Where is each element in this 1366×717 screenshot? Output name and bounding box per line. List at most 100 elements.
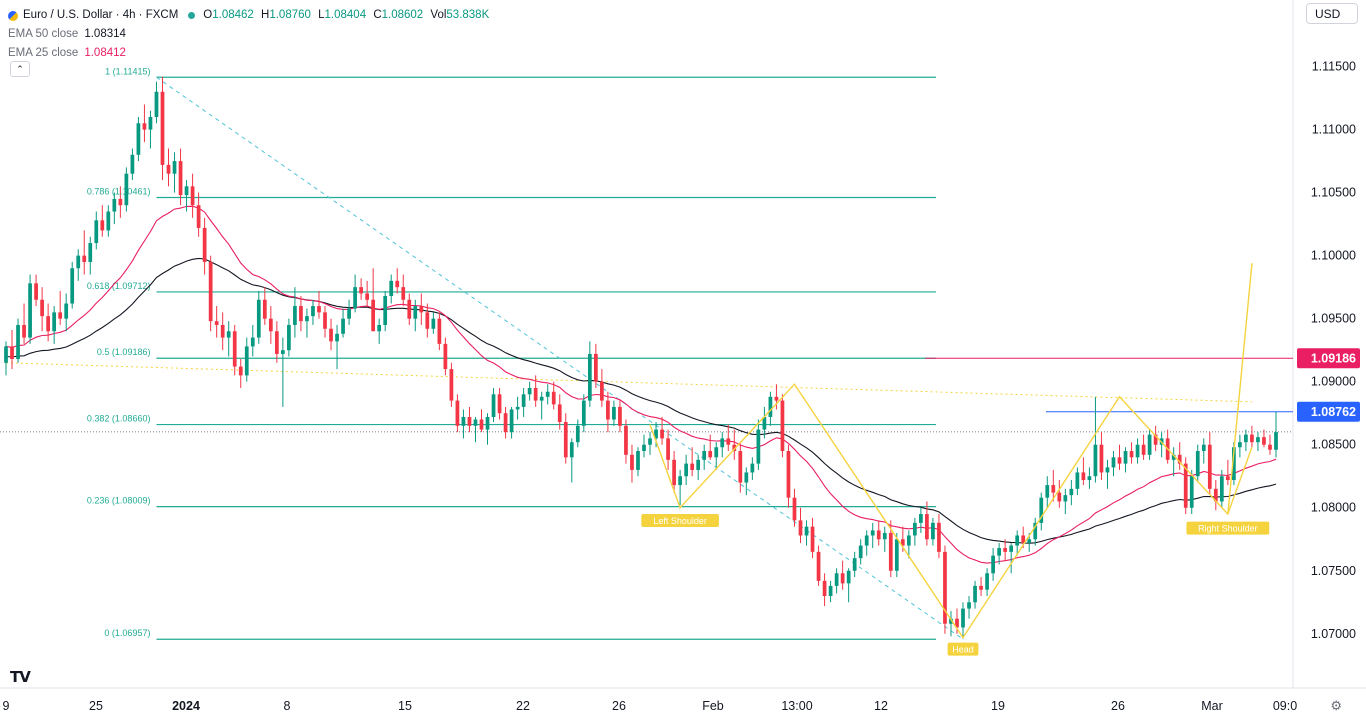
candle (738, 442, 743, 493)
candle-body (774, 396, 779, 401)
candle-body (1111, 457, 1116, 468)
y-tick-label: 1.10500 (1311, 186, 1356, 200)
legend-collapse-button[interactable]: ⌃ (10, 61, 30, 77)
candle (10, 330, 14, 370)
candle (1063, 488, 1068, 515)
candle (202, 217, 207, 275)
candle (497, 387, 502, 420)
candle-body (563, 422, 568, 458)
candle (232, 324, 237, 376)
candle-body (894, 539, 899, 571)
candle (786, 444, 791, 508)
x-tick-label: 19 (991, 699, 1005, 713)
candle (967, 595, 971, 619)
candle (274, 321, 279, 363)
candle (593, 343, 598, 388)
candle (347, 299, 351, 325)
candle-body (1232, 447, 1236, 481)
candle-body (94, 220, 99, 244)
symbol-row[interactable]: Euro / U.S. Dollar · 4h · FXCM O1.08462 … (8, 6, 493, 25)
candle-body (1123, 451, 1128, 464)
candle (244, 337, 249, 382)
candle-body (214, 321, 219, 325)
candle (624, 419, 628, 464)
candle (160, 76, 165, 181)
candle-body (262, 299, 267, 319)
candle-body (696, 459, 701, 470)
candle-body (949, 618, 953, 624)
x-tick-label: Mar (1201, 699, 1223, 713)
candle-body (955, 618, 959, 628)
candle (600, 369, 604, 407)
euro-dollar-flag-icon (8, 10, 18, 21)
candle (1262, 429, 1266, 448)
ema50-row[interactable]: EMA 50 close 1.08314 (8, 25, 493, 44)
candle (906, 530, 911, 559)
candle-body (377, 324, 382, 332)
candle (148, 110, 153, 149)
candle (919, 507, 923, 533)
fib-level-label: 1 (1.11415) (105, 66, 150, 76)
candle-body (539, 396, 544, 401)
candle-body (1189, 476, 1194, 508)
candle (527, 381, 532, 401)
candle (702, 444, 707, 470)
candle-body (834, 573, 839, 586)
candle (1051, 469, 1056, 502)
candle (1003, 539, 1008, 561)
candle-body (419, 306, 424, 313)
gear-icon[interactable]: ⚙ (1330, 698, 1342, 713)
candle-body (1256, 437, 1260, 443)
candle (52, 306, 57, 344)
candle (979, 577, 983, 596)
candle-body (1003, 548, 1008, 552)
candle (250, 324, 255, 357)
candle (1183, 457, 1188, 515)
candle-body (202, 227, 207, 262)
candle (1207, 432, 1212, 496)
tradingview-logo-icon[interactable]: TV (10, 668, 31, 686)
x-tick-label: 22 (516, 699, 530, 713)
candle (220, 312, 225, 351)
candle-body (792, 497, 797, 521)
candle-body (684, 463, 689, 477)
candle (852, 551, 857, 578)
currency-selector[interactable]: USD (1306, 3, 1358, 24)
price-tag-text: 1.08762 (1311, 405, 1356, 419)
candle-body (1225, 476, 1230, 481)
candle (870, 522, 875, 549)
candle-body (88, 243, 93, 262)
candle-body (852, 558, 857, 571)
candle-body (744, 472, 749, 483)
candle (1009, 543, 1014, 574)
candle (696, 454, 701, 481)
candle-body (1207, 444, 1212, 489)
candle (648, 432, 652, 455)
pattern-label-bg (1186, 521, 1270, 535)
candle (575, 419, 580, 448)
high-value: 1.08760 (269, 9, 311, 21)
candle-body (503, 413, 508, 433)
fib-level-label: 0.5 (1.09186) (97, 347, 151, 357)
candle (816, 545, 821, 586)
candle-body (533, 387, 538, 401)
ema25-row[interactable]: EMA 25 close 1.08412 (8, 44, 493, 63)
candle (76, 249, 81, 281)
candle (1219, 469, 1224, 508)
candle (287, 318, 291, 357)
chevron-up-icon: ⌃ (16, 64, 24, 74)
candle-body (973, 585, 977, 603)
x-tick-label: 12 (874, 699, 888, 713)
candle (1111, 451, 1116, 477)
candle-body (244, 346, 249, 376)
symbol-title[interactable]: Euro / U.S. Dollar · 4h · FXCM (23, 9, 179, 21)
candle (1171, 447, 1176, 477)
candle (1105, 459, 1110, 489)
x-tick-label: 26 (612, 699, 626, 713)
candle (208, 255, 213, 332)
candle-body (786, 451, 791, 498)
x-tick-label: 15 (398, 699, 412, 713)
candle (467, 406, 472, 433)
candle (461, 409, 466, 439)
